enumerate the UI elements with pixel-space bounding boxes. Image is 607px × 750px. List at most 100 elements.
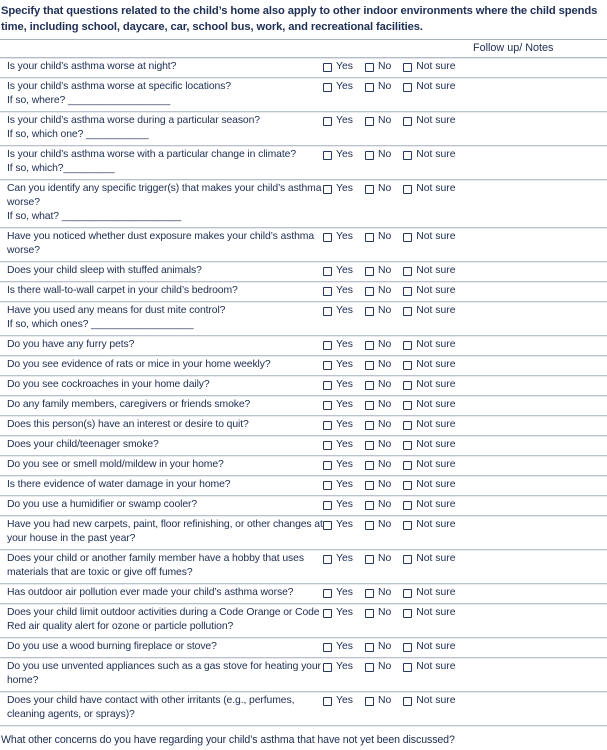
checkbox-icon[interactable] bbox=[364, 266, 374, 276]
option-not-sure[interactable]: Not sure bbox=[403, 80, 456, 94]
option-yes[interactable]: Yes bbox=[323, 338, 353, 352]
checkbox-icon[interactable] bbox=[323, 696, 332, 706]
option-no[interactable]: No bbox=[364, 478, 391, 492]
checkbox-icon[interactable] bbox=[323, 420, 332, 430]
option-not-sure[interactable]: Not sure bbox=[403, 458, 456, 472]
checkbox-icon[interactable] bbox=[323, 82, 332, 92]
checkbox-icon[interactable] bbox=[364, 608, 374, 618]
checkbox-icon[interactable] bbox=[323, 480, 332, 490]
followup-notes-cell[interactable] bbox=[460, 182, 607, 196]
checkbox-icon[interactable] bbox=[364, 306, 374, 316]
option-not-sure[interactable]: Not sure bbox=[403, 640, 456, 654]
checkbox-icon[interactable] bbox=[323, 62, 332, 72]
followup-notes-cell[interactable] bbox=[460, 606, 607, 620]
followup-notes-cell[interactable] bbox=[460, 338, 607, 352]
option-no[interactable]: No bbox=[364, 640, 391, 654]
option-no[interactable]: No bbox=[364, 182, 391, 196]
followup-notes-cell[interactable] bbox=[460, 640, 607, 654]
option-yes[interactable]: Yes bbox=[323, 284, 353, 298]
option-yes[interactable]: Yes bbox=[323, 694, 353, 708]
checkbox-icon[interactable] bbox=[323, 380, 332, 390]
checkbox-icon[interactable] bbox=[364, 696, 374, 706]
checkbox-icon[interactable] bbox=[323, 232, 332, 242]
option-not-sure[interactable]: Not sure bbox=[403, 284, 456, 298]
option-not-sure[interactable]: Not sure bbox=[403, 478, 456, 492]
checkbox-icon[interactable] bbox=[364, 232, 374, 242]
followup-notes-cell[interactable] bbox=[460, 586, 607, 600]
checkbox-icon[interactable] bbox=[403, 400, 413, 410]
checkbox-icon[interactable] bbox=[403, 662, 413, 672]
option-not-sure[interactable]: Not sure bbox=[403, 230, 456, 244]
followup-notes-cell[interactable] bbox=[460, 304, 607, 318]
option-not-sure[interactable]: Not sure bbox=[403, 438, 456, 452]
option-no[interactable]: No bbox=[364, 418, 391, 432]
checkbox-icon[interactable] bbox=[403, 232, 413, 242]
checkbox-icon[interactable] bbox=[323, 608, 332, 618]
option-no[interactable]: No bbox=[364, 458, 391, 472]
option-not-sure[interactable]: Not sure bbox=[403, 518, 456, 532]
option-yes[interactable]: Yes bbox=[323, 518, 353, 532]
checkbox-icon[interactable] bbox=[364, 150, 374, 160]
checkbox-icon[interactable] bbox=[323, 360, 332, 370]
checkbox-icon[interactable] bbox=[364, 420, 374, 430]
checkbox-icon[interactable] bbox=[364, 554, 374, 564]
option-yes[interactable]: Yes bbox=[323, 114, 353, 128]
followup-notes-cell[interactable] bbox=[460, 552, 607, 566]
checkbox-icon[interactable] bbox=[403, 116, 413, 126]
checkbox-icon[interactable] bbox=[323, 460, 332, 470]
followup-notes-cell[interactable] bbox=[460, 264, 607, 278]
checkbox-icon[interactable] bbox=[403, 266, 413, 276]
checkbox-icon[interactable] bbox=[323, 150, 332, 160]
checkbox-icon[interactable] bbox=[403, 62, 413, 72]
checkbox-icon[interactable] bbox=[364, 184, 374, 194]
checkbox-icon[interactable] bbox=[323, 554, 332, 564]
option-no[interactable]: No bbox=[364, 660, 391, 674]
followup-notes-cell[interactable] bbox=[460, 660, 607, 674]
checkbox-icon[interactable] bbox=[364, 500, 374, 510]
followup-notes-cell[interactable] bbox=[460, 148, 607, 162]
option-yes[interactable]: Yes bbox=[323, 230, 353, 244]
checkbox-icon[interactable] bbox=[403, 480, 413, 490]
option-no[interactable]: No bbox=[364, 498, 391, 512]
question-fill-in-blank[interactable]: If so, which?_________ bbox=[7, 163, 115, 174]
checkbox-icon[interactable] bbox=[403, 520, 413, 530]
option-yes[interactable]: Yes bbox=[323, 418, 353, 432]
checkbox-icon[interactable] bbox=[364, 642, 374, 652]
option-no[interactable]: No bbox=[364, 552, 391, 566]
checkbox-icon[interactable] bbox=[364, 400, 374, 410]
checkbox-icon[interactable] bbox=[323, 184, 332, 194]
followup-notes-cell[interactable] bbox=[460, 284, 607, 298]
option-no[interactable]: No bbox=[364, 304, 391, 318]
option-no[interactable]: No bbox=[364, 398, 391, 412]
option-yes[interactable]: Yes bbox=[323, 182, 353, 196]
followup-notes-cell[interactable] bbox=[460, 478, 607, 492]
option-no[interactable]: No bbox=[364, 438, 391, 452]
option-no[interactable]: No bbox=[364, 284, 391, 298]
followup-notes-cell[interactable] bbox=[460, 438, 607, 452]
followup-notes-cell[interactable] bbox=[460, 458, 607, 472]
followup-notes-cell[interactable] bbox=[460, 114, 607, 128]
checkbox-icon[interactable] bbox=[323, 116, 332, 126]
option-not-sure[interactable]: Not sure bbox=[403, 660, 456, 674]
checkbox-icon[interactable] bbox=[323, 400, 332, 410]
option-yes[interactable]: Yes bbox=[323, 378, 353, 392]
checkbox-icon[interactable] bbox=[323, 520, 332, 530]
option-no[interactable]: No bbox=[364, 230, 391, 244]
checkbox-icon[interactable] bbox=[364, 62, 374, 72]
checkbox-icon[interactable] bbox=[323, 500, 332, 510]
option-not-sure[interactable]: Not sure bbox=[403, 148, 456, 162]
checkbox-icon[interactable] bbox=[403, 184, 413, 194]
checkbox-icon[interactable] bbox=[364, 340, 374, 350]
option-no[interactable]: No bbox=[364, 148, 391, 162]
followup-notes-cell[interactable] bbox=[460, 60, 607, 74]
followup-notes-cell[interactable] bbox=[460, 80, 607, 94]
checkbox-icon[interactable] bbox=[323, 306, 332, 316]
option-yes[interactable]: Yes bbox=[323, 586, 353, 600]
checkbox-icon[interactable] bbox=[364, 520, 374, 530]
followup-notes-cell[interactable] bbox=[460, 398, 607, 412]
followup-notes-cell[interactable] bbox=[460, 378, 607, 392]
checkbox-icon[interactable] bbox=[364, 460, 374, 470]
option-no[interactable]: No bbox=[364, 518, 391, 532]
checkbox-icon[interactable] bbox=[403, 588, 413, 598]
checkbox-icon[interactable] bbox=[364, 360, 374, 370]
